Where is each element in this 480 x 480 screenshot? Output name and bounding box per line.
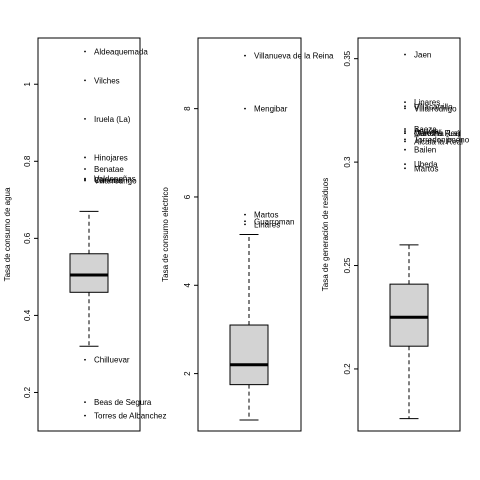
interquartile-box — [229, 324, 269, 386]
plot-frame — [197, 37, 302, 432]
outlier-point — [404, 167, 406, 170]
outlier-point — [404, 105, 406, 108]
outlier-label: Torredonjimeno — [414, 135, 470, 144]
outlier-label: Baeza — [414, 125, 437, 134]
outlier-point — [84, 168, 86, 170]
outlier-label: Jaen — [414, 51, 431, 60]
outlier-label: Linares — [254, 220, 280, 229]
y-tick-label: 2 — [183, 371, 192, 376]
y-tick-label: 0.35 — [343, 50, 352, 66]
outlier-point — [84, 358, 86, 361]
outlier-point — [84, 156, 86, 159]
y-tick-label: 0.2 — [343, 363, 352, 375]
outlier-label: Mancha Real — [414, 129, 461, 138]
outlier-label: Guarroman — [254, 217, 294, 226]
outlier-point — [404, 163, 406, 166]
outlier-label: Hinojares — [94, 153, 128, 162]
outlier-label: Martos — [414, 164, 438, 173]
outlier-label: Martos — [254, 211, 278, 220]
y-tick-label: 0.25 — [343, 257, 352, 273]
outlier-label: Ubeda — [414, 160, 438, 169]
outlier-point — [84, 118, 86, 120]
y-axis-label: Tasa de generación de residuos — [321, 178, 330, 291]
outlier-label: Andújar — [414, 127, 442, 136]
outlier-label: Villarrodrigo — [414, 104, 457, 113]
y-tick-label: 0.2 — [23, 386, 32, 398]
outlier-point — [244, 213, 246, 216]
outlier-label: Linares — [414, 98, 440, 107]
y-tick-label: 1 — [23, 81, 32, 86]
interquartile-box — [69, 253, 109, 293]
boxplot-panel-1: 0.2 0.4 0.6 0.8 1 Tasa de consumo de agua Alde… — [3, 37, 167, 432]
outlier-label: Canena — [94, 176, 123, 185]
outlier-label: Mengibar — [254, 105, 288, 114]
boxplot-panel-2: 2 4 6 8 Tasa de consumo eléctrico Villanueva … — [161, 37, 334, 432]
outlier-label: Bailen — [414, 146, 436, 155]
outlier-point — [244, 107, 246, 110]
outlier-label: Villacarrillo — [414, 102, 453, 111]
y-tick-label: 0.4 — [23, 309, 32, 321]
outlier-point — [404, 128, 406, 130]
outlier-point — [84, 414, 86, 417]
y-tick-label: 0.8 — [23, 155, 32, 167]
outlier-point — [84, 79, 86, 82]
y-tick-label: 8 — [183, 106, 192, 111]
outlier-label: Chilluevar — [94, 356, 130, 365]
outlier-point — [84, 179, 86, 182]
outlier-point — [404, 140, 406, 143]
outlier-label: Valdepeñas — [94, 175, 136, 184]
y-tick-label: 4 — [183, 283, 192, 288]
outlier-label: Benatae — [94, 165, 124, 174]
outlier-point — [404, 53, 406, 56]
outlier-label: Beas de Segura — [94, 398, 152, 407]
boxplot-panel-3: 0.2 0.25 0.3 0.35 Tasa de generación de resi… — [321, 37, 470, 432]
outlier-point — [84, 401, 86, 404]
outlier-point — [404, 107, 406, 110]
outlier-label: Aldeaquemada — [94, 47, 148, 56]
interquartile-box — [389, 283, 429, 347]
outlier-label: Villanueva de la Reina — [254, 52, 334, 61]
y-tick-label: 0.3 — [343, 156, 352, 168]
outlier-point — [244, 220, 246, 223]
outlier-label: Vilches — [94, 76, 120, 85]
outlier-point — [244, 223, 246, 226]
outlier-point — [404, 148, 406, 151]
plot-frame — [357, 37, 461, 432]
outlier-point — [244, 54, 246, 57]
y-tick-label: 0.6 — [23, 232, 32, 244]
outlier-label: Alcalá la Real — [414, 137, 463, 146]
outlier-point — [404, 138, 406, 141]
outlier-point — [404, 101, 406, 104]
outlier-point — [404, 130, 406, 132]
outlier-label: Torres de Albanchez — [94, 412, 167, 421]
outlier-label: Carolina (La) — [414, 129, 461, 138]
y-axis-label: Tasa de consumo eléctrico — [161, 187, 170, 282]
outlier-point — [84, 50, 86, 53]
outlier-label: Iruela (La) — [94, 115, 131, 124]
y-tick-label: 6 — [183, 194, 192, 199]
plot-frame — [37, 37, 141, 432]
outlier-point — [404, 132, 406, 135]
y-axis-label: Tasa de consumo de agua — [3, 187, 12, 281]
outlier-label: Villarrodrigo — [94, 177, 137, 186]
